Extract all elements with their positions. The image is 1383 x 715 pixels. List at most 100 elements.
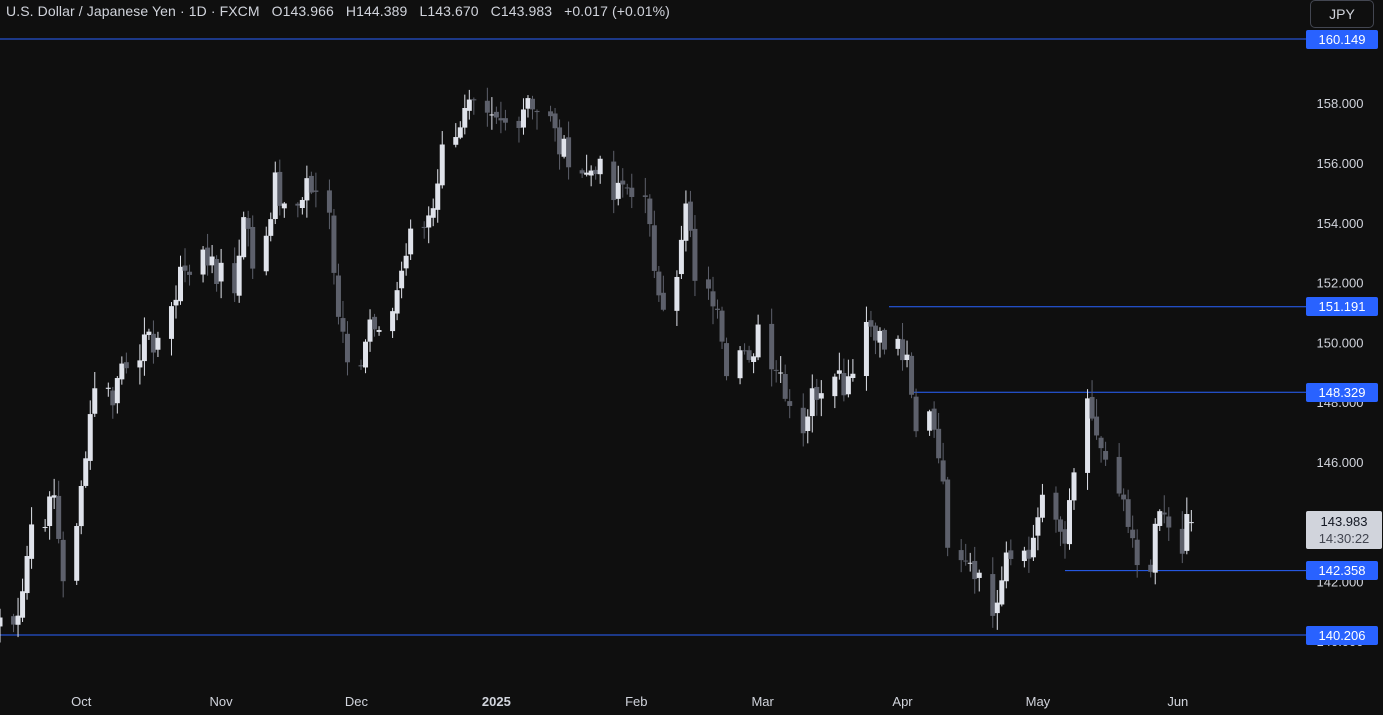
candle [958, 539, 964, 573]
candle [972, 546, 978, 594]
candle [1134, 529, 1140, 578]
level-price-tag: 140.206 [1306, 625, 1378, 645]
close-value: 143.983 [500, 3, 553, 19]
open-value: 143.966 [282, 3, 334, 19]
candle [976, 569, 982, 592]
candle [579, 168, 585, 178]
time-axis[interactable]: Oct Nov Dec 2025 Feb Mar Apr May Jun [71, 694, 1188, 709]
candle [895, 335, 901, 356]
candle [841, 358, 847, 402]
candle [525, 95, 531, 118]
candle [566, 121, 572, 180]
time-tick-label: Nov [210, 694, 234, 709]
candle [245, 210, 251, 247]
candle [836, 352, 842, 380]
price-tick-label: 152.000 [1317, 276, 1364, 291]
candle [805, 409, 811, 444]
candle [1103, 441, 1109, 466]
candle [173, 285, 179, 319]
candle [1094, 399, 1100, 440]
candle [674, 270, 680, 326]
candle [56, 480, 62, 544]
candle [51, 478, 57, 509]
candle [187, 264, 193, 286]
candle [877, 327, 883, 358]
candle [520, 98, 526, 135]
candle [1152, 518, 1158, 585]
time-tick-label: Jun [1167, 694, 1188, 709]
candle [904, 340, 910, 368]
candle [588, 165, 594, 187]
candle [999, 566, 1005, 607]
candle [399, 261, 405, 299]
candle [426, 206, 432, 244]
last-price-tag: 143.983 14:30:22 [1306, 511, 1382, 550]
high-value: 144.389 [356, 3, 408, 19]
candle [850, 359, 856, 382]
candle [408, 219, 414, 260]
time-tick-label: Apr [892, 694, 913, 709]
candle [529, 95, 535, 120]
candle [872, 322, 878, 355]
candle [1030, 524, 1036, 562]
candle [742, 343, 748, 355]
candle [1125, 489, 1131, 534]
candle [344, 321, 350, 376]
candle [710, 276, 716, 325]
candle [277, 159, 283, 216]
candle [845, 359, 851, 398]
level-price-tag: 142.358 [1306, 561, 1378, 581]
candle [236, 239, 242, 303]
candle [945, 476, 951, 557]
candle [678, 225, 684, 279]
candle [516, 116, 522, 143]
candle [78, 480, 84, 535]
candle [390, 307, 396, 338]
candle [15, 597, 21, 638]
candle [87, 400, 93, 470]
bar-countdown: 14:30:22 [1318, 531, 1370, 547]
candle [24, 545, 30, 600]
candle [363, 339, 369, 374]
low-value: 143.670 [427, 3, 479, 19]
candle [624, 183, 630, 195]
candle [489, 97, 495, 130]
candle [1188, 509, 1194, 532]
candle [331, 208, 337, 285]
candle [498, 101, 504, 134]
candle [1085, 389, 1091, 490]
candle [534, 109, 540, 130]
candle [214, 255, 220, 292]
candle [994, 589, 1000, 630]
candle [1039, 483, 1045, 523]
candle [313, 172, 319, 208]
candle [457, 121, 463, 140]
candle [1057, 516, 1063, 547]
time-tick-label: Mar [751, 694, 774, 709]
candle [1130, 515, 1136, 548]
currency-button[interactable]: JPY [1310, 0, 1374, 28]
candle [502, 109, 508, 131]
candle [967, 552, 973, 572]
last-price-value: 143.983 [1320, 514, 1368, 530]
high-label: H [345, 3, 357, 19]
candle [597, 155, 603, 184]
candle [119, 356, 125, 385]
candle [493, 106, 499, 124]
candle [751, 353, 757, 374]
interval-label[interactable]: 1D [188, 3, 207, 19]
symbol-name[interactable]: U.S. Dollar / Japanese Yen [6, 3, 176, 19]
candle [705, 266, 711, 300]
candle [471, 97, 477, 115]
candle [421, 221, 427, 239]
level-price-tag: 148.329 [1306, 382, 1378, 402]
candle [773, 360, 779, 383]
candle [1184, 497, 1190, 555]
candle [1053, 486, 1059, 533]
candle [150, 320, 156, 364]
candle [683, 190, 689, 252]
candle [466, 89, 472, 120]
candle [1021, 546, 1027, 568]
price-tick-label: 150.000 [1317, 335, 1364, 350]
